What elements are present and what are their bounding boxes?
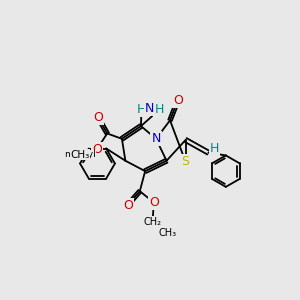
Text: O: O	[92, 143, 102, 156]
Text: H: H	[137, 103, 146, 116]
Text: methyl: methyl	[64, 150, 96, 159]
Text: CH₃: CH₃	[158, 228, 176, 238]
Text: CH₃: CH₃	[70, 150, 89, 160]
Text: O: O	[123, 199, 133, 212]
Text: O: O	[173, 94, 183, 107]
Text: N: N	[145, 102, 154, 115]
Text: O: O	[93, 111, 103, 124]
Text: H: H	[209, 142, 219, 154]
Text: O: O	[149, 196, 159, 209]
Text: N: N	[152, 132, 161, 145]
Text: H: H	[154, 103, 164, 116]
Text: S: S	[182, 155, 190, 168]
Text: CH₂: CH₂	[144, 217, 162, 227]
